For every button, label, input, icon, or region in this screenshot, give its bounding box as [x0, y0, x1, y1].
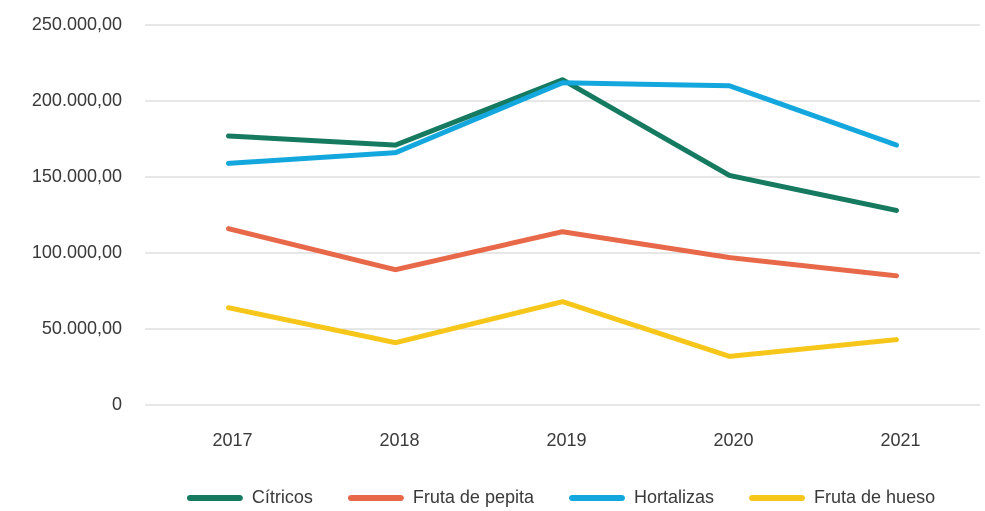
y-tick-label: 0: [112, 394, 122, 414]
y-tick-label: 150.000,00: [32, 166, 122, 186]
series-line: [226, 77, 899, 213]
legend-label: Fruta de pepita: [413, 487, 535, 507]
x-tick-label: 2019: [546, 430, 586, 450]
legend-label: Fruta de hueso: [814, 487, 935, 507]
x-tick-label: 2020: [713, 430, 753, 450]
x-tick-label: 2018: [379, 430, 419, 450]
series-line: [226, 299, 899, 359]
series-line: [226, 226, 899, 279]
y-tick-label: 100.000,00: [32, 242, 122, 262]
series-line: [226, 80, 899, 166]
x-tick-label: 2021: [880, 430, 920, 450]
legend-label: Cítricos: [252, 487, 313, 507]
y-tick-label: 250.000,00: [32, 14, 122, 34]
y-tick-label: 50.000,00: [42, 318, 122, 338]
x-tick-label: 2017: [212, 430, 252, 450]
legend-label: Hortalizas: [634, 487, 714, 507]
y-tick-label: 200.000,00: [32, 90, 122, 110]
